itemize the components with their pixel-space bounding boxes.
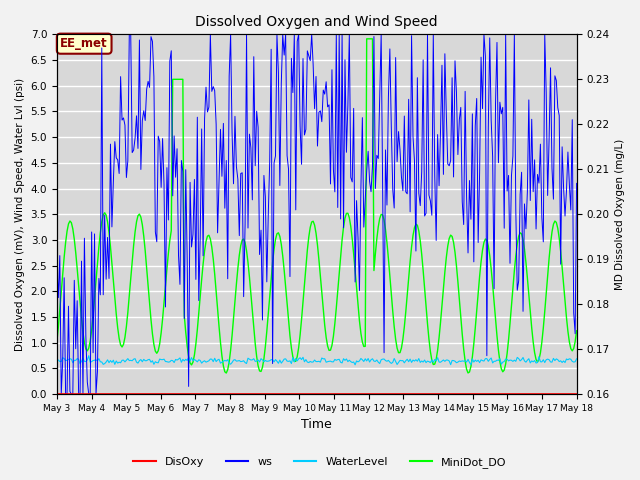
Legend: DisOxy, ws, WaterLevel, MiniDot_DO: DisOxy, ws, WaterLevel, MiniDot_DO [129,452,511,472]
X-axis label: Time: Time [301,419,332,432]
Text: EE_met: EE_met [60,37,108,50]
Y-axis label: MD Dissolved Oxygen (mg/L): MD Dissolved Oxygen (mg/L) [615,139,625,290]
Y-axis label: Dissolved Oxygen (mV), Wind Speed, Water Lvl (psi): Dissolved Oxygen (mV), Wind Speed, Water… [15,78,25,351]
Title: Dissolved Oxygen and Wind Speed: Dissolved Oxygen and Wind Speed [195,15,438,29]
